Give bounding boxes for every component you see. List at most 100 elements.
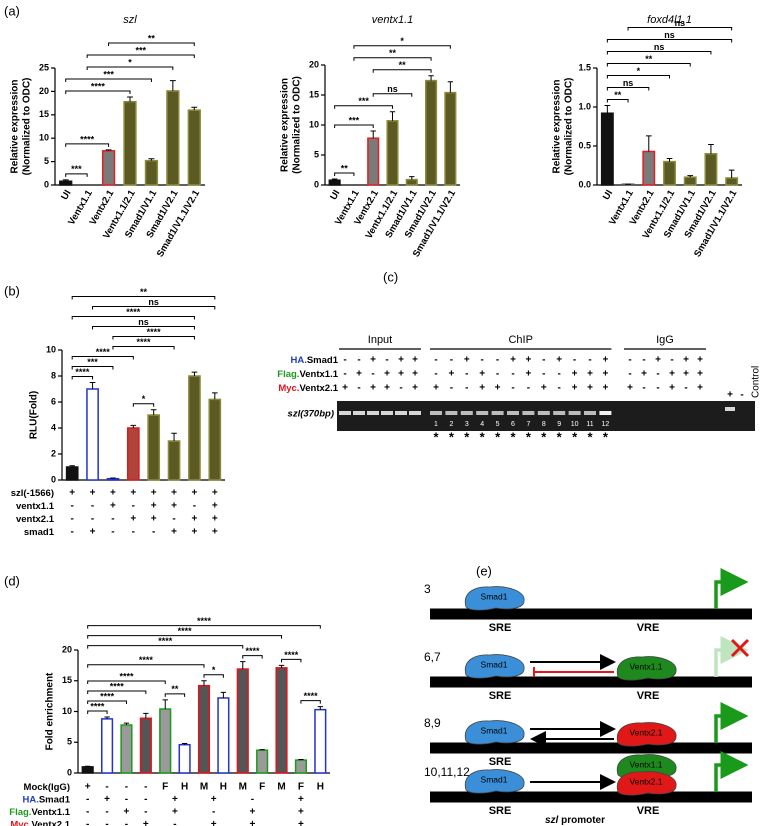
gel-mark: - xyxy=(343,369,346,380)
element: SRE xyxy=(489,622,512,634)
gel-mark: - xyxy=(628,355,631,366)
gel-band xyxy=(339,411,351,415)
significance-label: * xyxy=(142,394,146,404)
significance-bracket xyxy=(627,26,733,31)
bar xyxy=(405,178,418,186)
label-prefix: Myc. xyxy=(278,383,299,394)
label-name: Smad1 xyxy=(39,794,71,805)
y-axis-label: Fold enrichment xyxy=(45,672,56,750)
gel-mark: - xyxy=(511,369,514,380)
factor-name: Ventx2.1 xyxy=(629,727,662,737)
row-mark: F xyxy=(259,782,265,793)
significance-bracket xyxy=(87,690,147,695)
bar xyxy=(197,684,211,774)
error-bar xyxy=(85,765,91,767)
panel-label: (e) xyxy=(476,563,492,578)
label-name: Mock(IgG) xyxy=(24,782,70,793)
y-axis-label: (Normalized to ODC) xyxy=(292,76,303,174)
bar xyxy=(367,137,380,186)
significance-label: ** xyxy=(389,48,397,58)
x-tick-label: UI xyxy=(328,188,342,202)
significance-label: *** xyxy=(349,115,360,125)
gel-band xyxy=(725,407,735,411)
significance-bracket xyxy=(334,172,355,176)
significance-bracket xyxy=(281,658,302,663)
significance-label: ** xyxy=(341,163,349,173)
transcription-arrow xyxy=(714,702,749,743)
gel-mark: + xyxy=(602,369,608,380)
label-prefix: Flag. xyxy=(9,807,31,818)
gel-mark: + xyxy=(510,355,516,366)
significance-bracket xyxy=(372,69,432,73)
row-mark: M xyxy=(277,782,285,793)
caption-text: promoter xyxy=(561,815,605,826)
factor-name: Smad1 xyxy=(481,591,508,601)
gel-mark: + xyxy=(655,355,661,366)
significance-bracket xyxy=(87,664,205,668)
significance-label: *** xyxy=(358,96,369,106)
gel-band xyxy=(430,411,442,415)
element: VRE xyxy=(637,690,660,702)
error-bar xyxy=(331,178,338,181)
factor xyxy=(464,720,525,745)
gel-band xyxy=(553,411,566,415)
bar xyxy=(126,427,140,481)
significance-label: ** xyxy=(148,33,156,43)
row-mark: - xyxy=(86,807,89,818)
row-mark: + xyxy=(143,819,149,826)
error-bar xyxy=(428,75,434,81)
error-bar xyxy=(409,176,415,180)
error-bar xyxy=(278,664,285,668)
error-bar xyxy=(181,742,188,745)
row-label: smad1 xyxy=(24,527,55,538)
error-bar xyxy=(317,706,323,710)
row-mark: + xyxy=(250,819,256,826)
significance-bracket xyxy=(87,635,283,639)
error-bar xyxy=(69,465,75,467)
bar xyxy=(217,697,230,774)
significance-label: ns xyxy=(675,18,686,28)
error-bar xyxy=(728,169,735,178)
row-mark: + xyxy=(298,794,304,805)
y-tick-label: 0 xyxy=(314,179,319,189)
row-mark: + xyxy=(104,794,110,805)
lane-number: 7 xyxy=(526,421,530,428)
row-mark: - xyxy=(91,501,94,512)
gel-mark: - xyxy=(450,355,453,366)
y-tick-label: 15 xyxy=(62,675,72,685)
error-bar xyxy=(162,699,168,710)
row-mark: + xyxy=(110,501,116,512)
significance-label: **** xyxy=(119,671,134,681)
y-tick-label: 15 xyxy=(39,109,49,119)
significance-bracket xyxy=(86,54,195,59)
row-mark: + xyxy=(212,501,218,512)
gel-mark: - xyxy=(399,383,402,394)
gel-mark: + xyxy=(479,369,485,380)
factor xyxy=(464,586,525,611)
gel-band xyxy=(491,411,504,415)
gel-band xyxy=(409,411,421,415)
significance-bracket xyxy=(65,143,110,147)
significance-label: * xyxy=(212,665,216,675)
label-name: szl(-1566) xyxy=(11,488,54,499)
gel-mark: + xyxy=(587,383,593,394)
significance-bracket xyxy=(71,316,195,320)
error-bar xyxy=(191,106,198,111)
y-tick-label: 10 xyxy=(46,344,56,354)
significance-bracket xyxy=(606,38,733,43)
error-bar xyxy=(171,432,177,441)
y-tick-label: 5 xyxy=(44,156,49,166)
label-prefix: HA. xyxy=(290,355,306,366)
factor xyxy=(616,722,677,747)
gel-row-label: HA.Smad1 xyxy=(290,355,338,366)
lane-number: 10 xyxy=(571,421,579,428)
bar xyxy=(236,668,249,774)
bar xyxy=(81,766,94,774)
gel-band xyxy=(395,411,407,415)
y-tick-label: 2 xyxy=(51,448,56,458)
factor-name: Ventx1.1 xyxy=(629,661,662,671)
factor xyxy=(464,769,525,794)
lane-star: * xyxy=(526,429,532,444)
y-tick-label: 10 xyxy=(39,133,49,143)
significance-label: **** xyxy=(139,655,154,665)
